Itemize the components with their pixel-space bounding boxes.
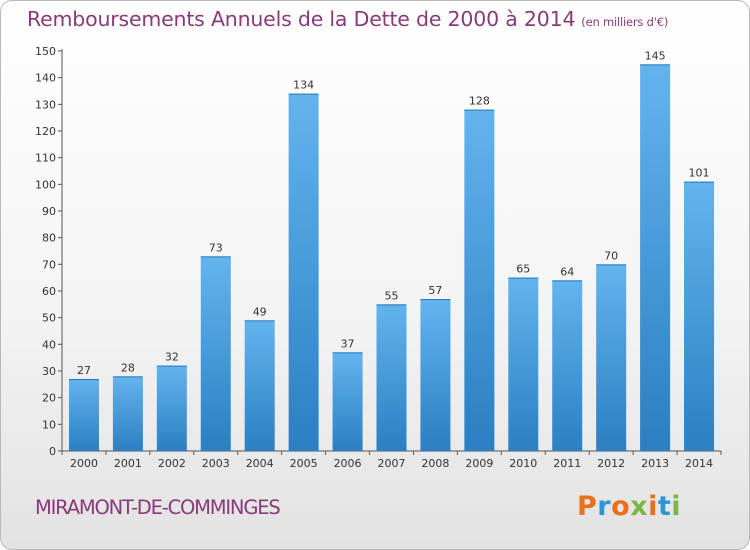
y-tick-label: 50 bbox=[42, 312, 56, 325]
logo-letter: r bbox=[597, 491, 612, 522]
value-label-2012: 70 bbox=[604, 249, 618, 262]
x-tick-label-2011: 2011 bbox=[553, 457, 581, 470]
x-tick-label-2009: 2009 bbox=[465, 457, 493, 470]
x-tick-label-2006: 2006 bbox=[334, 457, 362, 470]
bar-2000 bbox=[68, 379, 99, 451]
x-tick-label-2012: 2012 bbox=[597, 457, 625, 470]
bar-2012 bbox=[596, 264, 627, 451]
bar-2013 bbox=[640, 64, 671, 452]
bar-2007 bbox=[376, 304, 407, 451]
value-labels: 27 28 32 73 49 134 37 55 57 128 65 64 70 145 101 bbox=[77, 49, 710, 377]
bar-2002 bbox=[156, 365, 187, 451]
y-tick-label: 130 bbox=[35, 98, 56, 111]
value-label-2010: 65 bbox=[516, 263, 530, 276]
bar-2003 bbox=[200, 256, 231, 451]
value-label-2013: 145 bbox=[645, 49, 666, 62]
y-tick-label: 80 bbox=[42, 232, 56, 245]
x-tick-label-2002: 2002 bbox=[158, 457, 186, 470]
y-tick-label: 0 bbox=[49, 445, 56, 458]
chart-unit: (en milliers d'€) bbox=[581, 15, 669, 29]
logo-letter: o bbox=[611, 491, 631, 522]
x-tick-label-2004: 2004 bbox=[246, 457, 274, 470]
bar-2004 bbox=[244, 320, 275, 451]
value-label-2004: 49 bbox=[253, 305, 267, 318]
y-tick-label: 100 bbox=[35, 178, 56, 191]
x-tick-label-2001: 2001 bbox=[114, 457, 142, 470]
chart-title: Remboursements Annuels de la Dette de 20… bbox=[27, 7, 668, 31]
value-label-2011: 64 bbox=[560, 265, 574, 278]
axes: 0 10 20 30 40 50 60 70 80 90 100 110 120 130 140 150 200… bbox=[35, 45, 722, 470]
logo-letter: i bbox=[671, 491, 682, 522]
logo-letter: i bbox=[648, 491, 658, 522]
y-tick-label: 90 bbox=[42, 205, 56, 218]
y-tick-label: 110 bbox=[35, 152, 56, 165]
commune-name: MIRAMONT-DE-COMMINGES bbox=[35, 496, 281, 519]
bar-2011 bbox=[552, 280, 583, 451]
bar-2009 bbox=[464, 109, 495, 452]
value-label-2005: 134 bbox=[293, 79, 314, 92]
logo-letter: P bbox=[577, 491, 598, 522]
bar-2014 bbox=[684, 181, 715, 451]
x-tick-label-2010: 2010 bbox=[509, 457, 537, 470]
x-tick-label-2008: 2008 bbox=[421, 457, 449, 470]
logo-letter: x bbox=[630, 491, 649, 522]
bars bbox=[68, 64, 715, 452]
value-label-2006: 37 bbox=[341, 337, 355, 350]
proxiti-logo: Proxiti bbox=[577, 491, 681, 522]
bar-2001 bbox=[112, 376, 143, 451]
y-tick-label: 20 bbox=[42, 392, 56, 405]
x-tick-label-2003: 2003 bbox=[202, 457, 230, 470]
bar-2005 bbox=[288, 93, 319, 452]
y-tick-label: 120 bbox=[35, 125, 56, 138]
value-label-2014: 101 bbox=[689, 167, 710, 180]
value-label-2009: 128 bbox=[469, 95, 490, 108]
bar-2010 bbox=[508, 277, 539, 451]
x-tick-label-2000: 2000 bbox=[70, 457, 98, 470]
value-label-2008: 57 bbox=[428, 284, 442, 297]
value-label-2002: 32 bbox=[165, 351, 179, 364]
x-tick-label-2013: 2013 bbox=[641, 457, 669, 470]
value-label-2000: 27 bbox=[77, 364, 91, 377]
logo-letter: t bbox=[657, 491, 672, 522]
y-tick-label: 10 bbox=[42, 418, 56, 431]
x-tick-label-2005: 2005 bbox=[290, 457, 318, 470]
y-tick-label: 70 bbox=[42, 258, 56, 271]
bar-2006 bbox=[332, 352, 363, 451]
y-tick-label: 150 bbox=[35, 45, 56, 58]
y-tick-label: 40 bbox=[42, 338, 56, 351]
y-tick-label: 30 bbox=[42, 365, 56, 378]
value-label-2003: 73 bbox=[209, 241, 223, 254]
x-tick-label-2007: 2007 bbox=[378, 457, 406, 470]
bar-2008 bbox=[420, 299, 451, 451]
y-tick-label: 60 bbox=[42, 285, 56, 298]
chart-title-text: Remboursements Annuels de la Dette de 20… bbox=[27, 7, 576, 31]
x-tick-label-2014: 2014 bbox=[685, 457, 713, 470]
value-label-2007: 55 bbox=[385, 289, 399, 302]
y-tick-label: 140 bbox=[35, 72, 56, 85]
value-label-2001: 28 bbox=[121, 361, 135, 374]
